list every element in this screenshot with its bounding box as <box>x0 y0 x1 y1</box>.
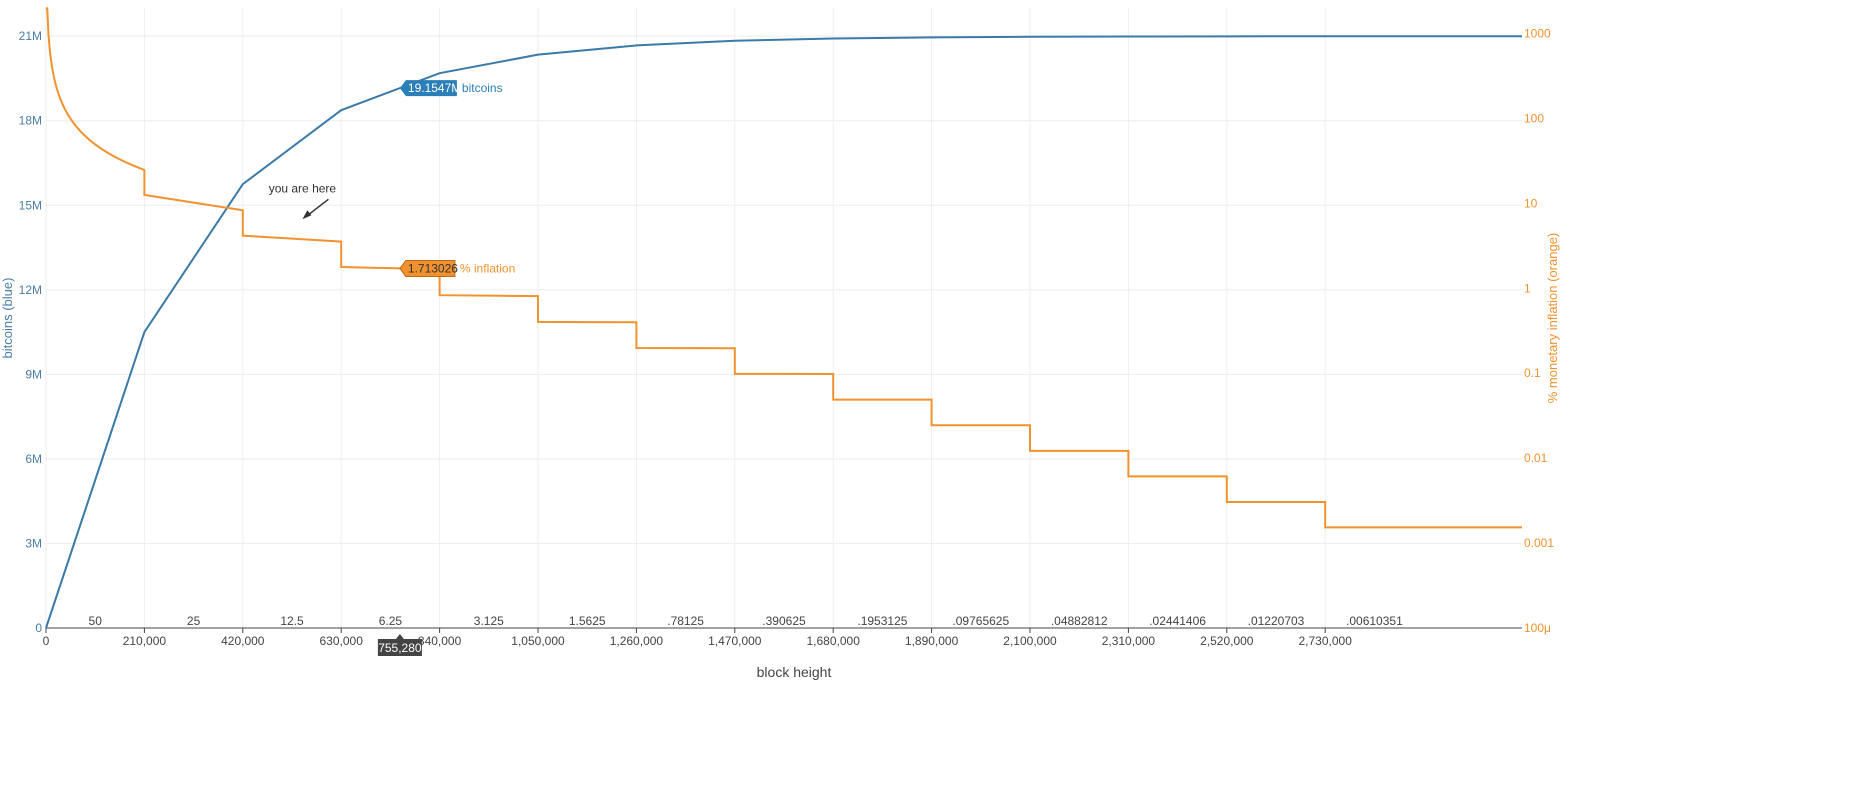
block-reward-label: 6.25 <box>379 614 403 628</box>
series-bitcoins-line <box>45 35 1523 629</box>
block-reward-label: 25 <box>187 614 201 628</box>
x-tick-label: 1,680,000 <box>807 634 861 648</box>
current-block-hover-box <box>377 634 422 656</box>
block-reward-label: .390625 <box>762 614 806 628</box>
series-inflation-line <box>45 7 1522 529</box>
annotation-arrow <box>305 198 329 217</box>
inflation-hover-label: 1.713026 % inflation <box>399 259 515 277</box>
gridlines <box>45 8 1522 628</box>
left-axis-title: bitcoins (blue) <box>0 278 15 359</box>
current-block-hover-value: 755,280 <box>378 641 422 655</box>
left-tick-label: 3M <box>25 536 42 550</box>
block-reward-label: .09765625 <box>952 614 1009 628</box>
x-axis-ticks: 0 210,000 420,000 630,000 840,000 1,050,000 1,… <box>43 628 1353 648</box>
annotation-arrow-head <box>302 210 312 220</box>
x-tick-label: 0 <box>43 634 50 648</box>
block-reward-label: .1953125 <box>857 614 907 628</box>
left-tick-label: 9M <box>25 367 42 381</box>
current-block-hover-label: 755,280 <box>377 634 422 656</box>
bitcoins-hover-series-name: bitcoins <box>462 81 503 95</box>
block-reward-label: 1.5625 <box>569 614 606 628</box>
left-tick-label: 0 <box>35 621 42 635</box>
inflation-hover-box <box>399 259 456 277</box>
left-tick-label: 15M <box>19 198 42 212</box>
bitcoins-hover-label: 19.1547M bitcoins <box>399 80 503 97</box>
left-tick-label: 12M <box>19 283 42 297</box>
block-reward-label: .04882812 <box>1051 614 1108 628</box>
x-tick-label: 2,730,000 <box>1299 634 1353 648</box>
left-tick-label: 21M <box>19 29 42 43</box>
right-axis-ticks: 1000 100 10 1 0.1 0.01 0.001 100μ <box>1524 27 1554 635</box>
right-axis-title: % monetary inflation (orange) <box>1545 233 1560 404</box>
x-tick-label: 1,260,000 <box>610 634 664 648</box>
x-tick-label: 1,470,000 <box>708 634 762 648</box>
right-tick-label: 100 <box>1524 111 1544 125</box>
x-tick-label: 1,890,000 <box>905 634 959 648</box>
bitcoins-hover-box <box>399 80 457 97</box>
block-reward-label: .78125 <box>667 614 704 628</box>
block-reward-label: .01220703 <box>1248 614 1305 628</box>
x-tick-label: 630,000 <box>320 634 364 648</box>
annotation-text: you are here <box>269 181 337 195</box>
right-tick-label: 0.01 <box>1524 451 1548 465</box>
block-reward-label: 50 <box>89 614 103 628</box>
block-reward-label: 3.125 <box>474 614 504 628</box>
x-tick-label: 2,310,000 <box>1102 634 1156 648</box>
x-axis-title: block height <box>757 664 832 680</box>
x-tick-label: 2,520,000 <box>1200 634 1254 648</box>
x-tick-label: 210,000 <box>123 634 167 648</box>
block-reward-labels: 50 25 12.5 6.25 3.125 1.5625 .78125 .390625 .195… <box>89 614 1404 628</box>
left-axis-ticks: 0 3M 6M 9M 12M 15M 18M 21M <box>19 29 43 635</box>
x-tick-label: 1,050,000 <box>511 634 565 648</box>
left-tick-label: 18M <box>19 114 42 128</box>
x-tick-label: 840,000 <box>418 634 462 648</box>
right-tick-label: 1 <box>1524 281 1531 295</box>
block-reward-label: .00610351 <box>1346 614 1403 628</box>
right-tick-label: 10 <box>1524 196 1538 210</box>
right-tick-label: 0.1 <box>1524 366 1541 380</box>
x-tick-label: 420,000 <box>221 634 265 648</box>
inflation-hover-value: 1.713026 <box>408 261 458 275</box>
x-tick-label: 2,100,000 <box>1003 634 1057 648</box>
right-tick-label: 1000 <box>1524 27 1551 41</box>
bitcoins-hover-value: 19.1547M <box>408 81 461 95</box>
left-tick-label: 6M <box>25 452 42 466</box>
right-tick-label: 0.001 <box>1524 536 1554 550</box>
you-are-here-annotation: you are here <box>269 181 337 220</box>
block-reward-label: .02441406 <box>1149 614 1206 628</box>
right-tick-label: 100μ <box>1524 621 1551 635</box>
block-reward-label: 12.5 <box>280 614 304 628</box>
inflation-hover-series-name: % inflation <box>460 261 515 275</box>
